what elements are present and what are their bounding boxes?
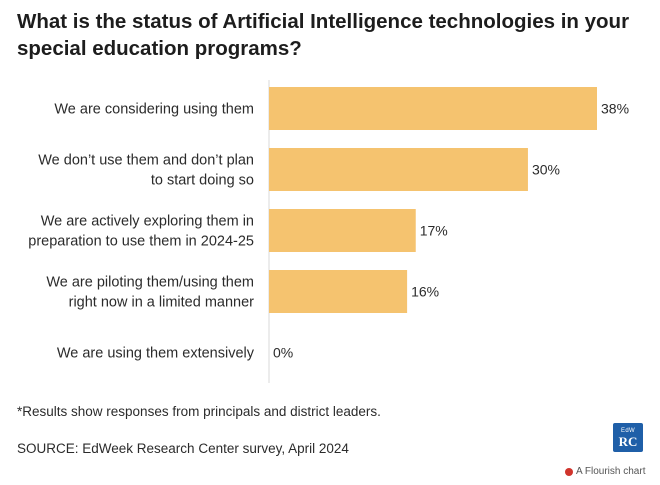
edweek-research-center-logo[interactable]: EdW RC bbox=[613, 423, 643, 452]
category-label-3-line-1: right now in a limited manner bbox=[69, 295, 255, 311]
category-label-1-line-0: We don’t use them and don’t plan bbox=[38, 153, 254, 169]
category-label-4-line-0: We are using them extensively bbox=[57, 346, 255, 362]
flourish-icon bbox=[565, 467, 573, 476]
bar-chart: 38% We are considering using them 30% We do… bbox=[28, 80, 629, 383]
chart-title: What is the status of Artificial Intelli… bbox=[17, 10, 630, 60]
value-label-4: 0% bbox=[273, 345, 293, 361]
footnote: *Results show responses from principals … bbox=[17, 404, 381, 419]
value-label-3: 16% bbox=[411, 284, 439, 300]
category-label-2: We are actively exploring them in prepara… bbox=[28, 214, 254, 250]
value-label-0: 38% bbox=[601, 101, 629, 117]
category-label-2-line-1: preparation to use them in 2024-25 bbox=[28, 234, 254, 250]
category-label-1: We don’t use them and don’t plan to start… bbox=[38, 153, 254, 189]
category-label-0-line-0: We are considering using them bbox=[54, 102, 254, 118]
category-label-3-line-0: We are piloting them/using them bbox=[46, 275, 254, 291]
category-label-0: We are considering using them bbox=[54, 102, 254, 118]
bar-2[interactable] bbox=[269, 209, 416, 252]
category-label-4: We are using them extensively bbox=[57, 346, 255, 362]
source-note: SOURCE: EdWeek Research Center survey, A… bbox=[17, 441, 349, 456]
logo-top-text: EdW bbox=[621, 427, 635, 434]
bar-0[interactable] bbox=[269, 87, 597, 130]
bar-3[interactable] bbox=[269, 270, 408, 313]
flourish-credit-link[interactable]: A Flourish chart bbox=[565, 466, 645, 477]
category-label-2-line-0: We are actively exploring them in bbox=[41, 214, 254, 230]
category-label-1-line-1: to start doing so bbox=[151, 173, 254, 189]
value-label-2: 17% bbox=[420, 223, 448, 239]
logo-main-text: RC bbox=[618, 433, 638, 449]
value-label-1: 30% bbox=[532, 162, 560, 178]
category-label-3: We are piloting them/using them right now… bbox=[46, 275, 254, 311]
bar-1[interactable] bbox=[269, 148, 528, 191]
flourish-credit-label: A Flourish chart bbox=[576, 466, 646, 477]
